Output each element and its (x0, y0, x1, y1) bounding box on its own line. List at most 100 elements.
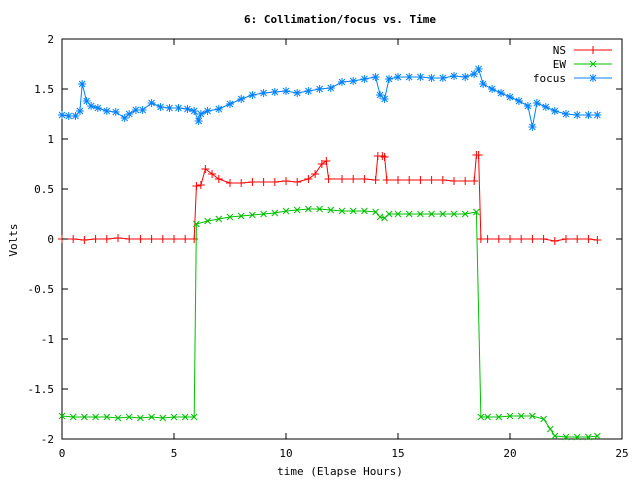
data-point-focus (87, 102, 96, 110)
data-point-ns (192, 182, 201, 190)
series-line-ns (62, 154, 598, 242)
legend-label-ew: EW (553, 58, 567, 71)
data-point-focus (488, 85, 497, 93)
data-point-ew (81, 413, 88, 421)
series-focus (58, 65, 602, 131)
data-point-focus (78, 80, 87, 88)
data-point-ew (58, 412, 66, 420)
data-point-ns (349, 175, 358, 183)
data-point-ew (125, 413, 133, 421)
data-point-ns (550, 237, 559, 245)
data-point-focus (270, 88, 279, 96)
legend-label-ns: NS (553, 44, 566, 57)
legend-entry-focus: focus (533, 72, 612, 85)
data-point-focus (338, 78, 346, 86)
data-point-focus (349, 77, 358, 85)
data-point-focus (438, 74, 447, 82)
data-point-ns (584, 235, 593, 243)
data-point-focus (131, 106, 140, 114)
data-point-ns (136, 235, 145, 243)
legend-entry-ns: NS (553, 44, 612, 57)
data-point-ew (159, 414, 167, 422)
data-point-focus (405, 73, 414, 81)
data-point-focus (75, 107, 84, 115)
data-point-focus (541, 103, 550, 111)
data-point-ew (573, 433, 581, 441)
data-point-ew (114, 414, 122, 422)
data-point-focus (194, 117, 203, 125)
data-point-focus (64, 112, 73, 120)
data-point-focus (385, 75, 394, 83)
data-point-ew (477, 413, 485, 421)
data-point-ew (439, 210, 447, 218)
y-tick-label: 1 (47, 133, 54, 146)
data-point-ew (394, 210, 402, 218)
data-point-focus (226, 100, 234, 108)
data-point-ns (494, 235, 503, 243)
data-point-ew (293, 206, 301, 214)
data-point-focus (573, 111, 582, 119)
data-point-ns (380, 153, 389, 161)
data-point-ns (147, 235, 156, 243)
data-point-ns (69, 235, 78, 243)
data-point-ew (193, 220, 200, 228)
data-point-focus (562, 110, 570, 118)
data-point-ns (338, 175, 346, 183)
data-point-focus (259, 89, 268, 97)
legend-label-focus: focus (533, 72, 566, 85)
data-point-ew (506, 412, 514, 420)
y-tick-label: -0.5 (28, 283, 55, 296)
data-point-ns (483, 235, 492, 243)
data-point-focus (360, 75, 369, 83)
legend-entry-ew: EW (553, 58, 612, 71)
data-point-ew (385, 210, 393, 218)
data-point-ew (215, 215, 223, 223)
data-point-ew (594, 432, 601, 440)
data-point-ns (214, 175, 223, 183)
data-point-ew (204, 217, 211, 225)
data-point-ns (311, 170, 320, 178)
data-point-focus (111, 108, 120, 116)
data-point-ew (417, 210, 424, 218)
data-point-ns (474, 151, 483, 159)
data-point-focus (147, 99, 156, 107)
data-point-ew (517, 412, 525, 420)
data-point-ns (450, 177, 458, 185)
x-tick-label: 10 (279, 447, 292, 460)
data-point-ns (114, 234, 122, 242)
data-point-focus (371, 73, 380, 81)
data-point-ns (438, 176, 447, 184)
data-point-ns (208, 170, 217, 178)
data-point-ns (517, 235, 526, 243)
data-point-ew (473, 208, 480, 216)
data-point-ew (361, 207, 368, 215)
data-point-focus (138, 106, 147, 114)
data-point-focus (593, 111, 602, 119)
data-point-ns (91, 235, 100, 243)
data-point-ew (282, 207, 290, 215)
data-point-ns (382, 176, 391, 184)
data-point-ew (271, 209, 279, 217)
data-point-focus (461, 73, 470, 81)
data-point-ew (461, 210, 469, 218)
data-point-focus (532, 99, 541, 107)
data-point-ew (148, 413, 155, 421)
data-point-ns (506, 235, 514, 243)
data-point-focus (584, 111, 593, 119)
data-point-ew (181, 413, 189, 421)
data-point-focus (497, 89, 506, 97)
data-point-focus (523, 102, 532, 110)
data-point-ns (237, 179, 246, 187)
series-ns (58, 151, 602, 245)
data-point-ns (293, 178, 302, 186)
legend-marker-focus (589, 74, 597, 82)
data-point-focus (514, 97, 523, 105)
data-point-ns (360, 175, 369, 183)
data-point-ew (546, 425, 554, 433)
chart-title: 6: Collimation/focus vs. Time (244, 13, 436, 26)
x-tick-label: 0 (59, 447, 66, 460)
data-point-ns (394, 176, 402, 184)
data-point-ew (450, 210, 458, 218)
data-point-focus (474, 65, 483, 73)
